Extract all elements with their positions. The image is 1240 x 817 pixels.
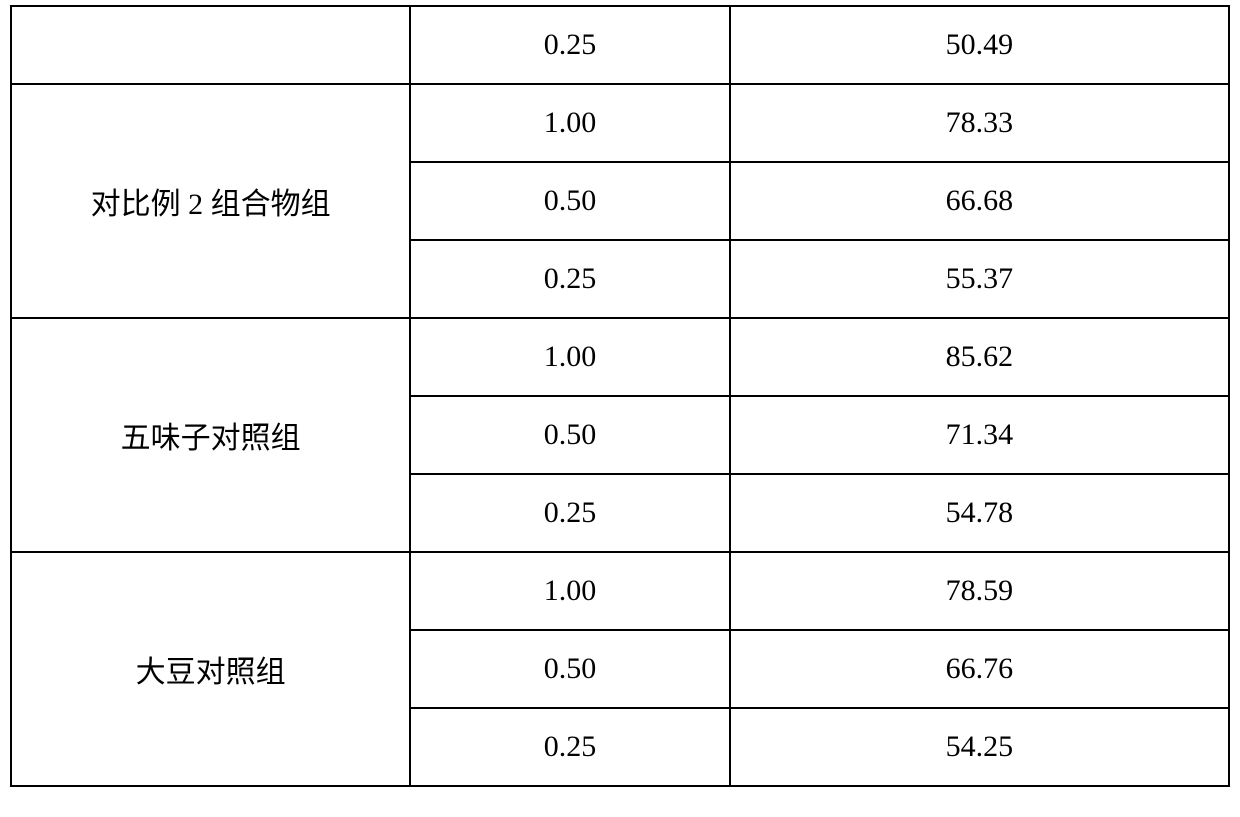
dose-cell: 0.50 xyxy=(410,396,730,474)
dose-cell: 0.25 xyxy=(410,240,730,318)
value-cell: 55.37 xyxy=(730,240,1229,318)
data-table: 0.25 50.49 对比例 2 组合物组 1.00 78.33 0.50 66… xyxy=(10,5,1230,787)
table-row: 大豆对照组 1.00 78.59 xyxy=(11,552,1229,630)
value-cell: 54.25 xyxy=(730,708,1229,786)
table-row: 对比例 2 组合物组 1.00 78.33 xyxy=(11,84,1229,162)
dose-cell: 1.00 xyxy=(410,84,730,162)
value-cell: 66.76 xyxy=(730,630,1229,708)
table-body: 0.25 50.49 对比例 2 组合物组 1.00 78.33 0.50 66… xyxy=(11,6,1229,786)
group-label-cell: 大豆对照组 xyxy=(11,552,410,786)
dose-cell: 0.50 xyxy=(410,162,730,240)
dose-cell: 0.25 xyxy=(410,474,730,552)
table-row: 五味子对照组 1.00 85.62 xyxy=(11,318,1229,396)
dose-cell: 0.50 xyxy=(410,630,730,708)
dose-cell: 1.00 xyxy=(410,318,730,396)
value-cell: 78.59 xyxy=(730,552,1229,630)
table-row: 0.25 50.49 xyxy=(11,6,1229,84)
value-cell: 54.78 xyxy=(730,474,1229,552)
value-cell: 78.33 xyxy=(730,84,1229,162)
value-cell: 71.34 xyxy=(730,396,1229,474)
group-label-cell: 对比例 2 组合物组 xyxy=(11,84,410,318)
dose-cell: 1.00 xyxy=(410,552,730,630)
dose-cell: 0.25 xyxy=(410,6,730,84)
group-label-cell xyxy=(11,6,410,84)
value-cell: 50.49 xyxy=(730,6,1229,84)
group-label-cell: 五味子对照组 xyxy=(11,318,410,552)
value-cell: 66.68 xyxy=(730,162,1229,240)
value-cell: 85.62 xyxy=(730,318,1229,396)
dose-cell: 0.25 xyxy=(410,708,730,786)
